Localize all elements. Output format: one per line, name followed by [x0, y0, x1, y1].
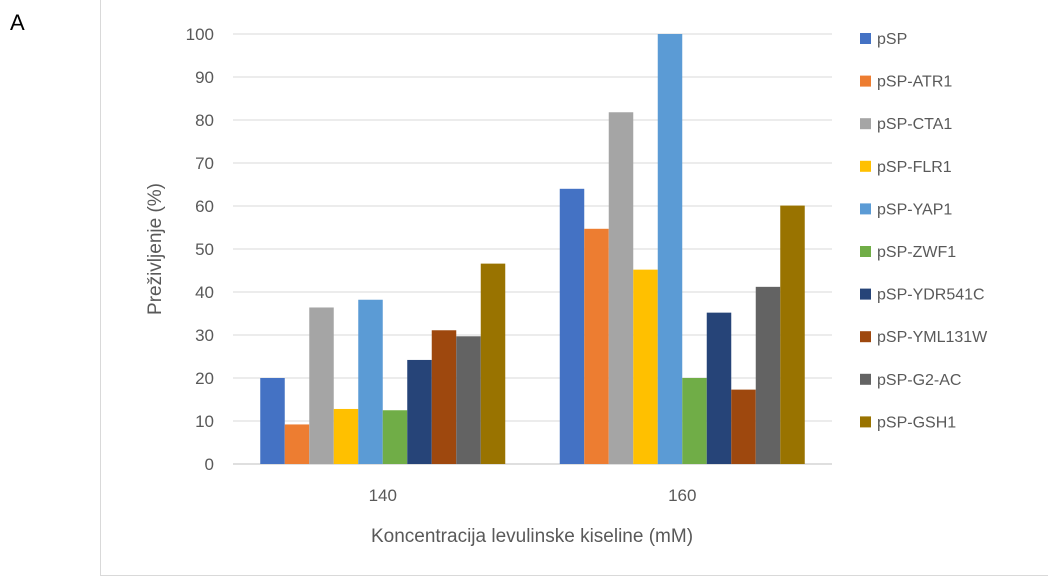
bar — [284, 424, 310, 464]
legend-swatch — [860, 75, 871, 87]
y-tick-label: 20 — [195, 369, 214, 388]
bar — [633, 269, 658, 464]
legend-label: pSP-YDR541C — [877, 287, 985, 304]
bar — [780, 205, 805, 464]
x-tick-labels: 140 160 — [369, 486, 697, 505]
y-tick-label: 40 — [195, 283, 214, 302]
y-tick-label: 10 — [195, 412, 214, 431]
x-tick-label: 160 — [668, 486, 696, 505]
legend-item: pSP-YML131W — [860, 329, 988, 346]
bar — [382, 410, 408, 464]
legend-item: pSP-ZWF1 — [860, 244, 956, 261]
y-tick-label: 50 — [195, 240, 214, 259]
legend-label: pSP-YAP1 — [877, 201, 952, 218]
bar — [731, 389, 756, 464]
y-tick-label: 30 — [195, 326, 214, 345]
y-tick-label: 90 — [195, 68, 214, 87]
panel-label: A — [10, 10, 25, 35]
legend-label: pSP-YML131W — [877, 329, 988, 346]
bars — [260, 34, 805, 465]
legend-swatch — [860, 416, 871, 428]
bar — [358, 299, 383, 464]
legend-item: pSP-GSH1 — [860, 414, 956, 431]
legend-swatch — [860, 288, 871, 300]
legend-item: pSP-G2-AC — [860, 372, 961, 389]
y-axis-title: Preživljenje (%) — [145, 183, 166, 315]
bar — [309, 307, 334, 464]
y-tick-label: 100 — [186, 25, 214, 44]
legend-label: pSP-G2-AC — [877, 372, 961, 389]
x-axis-title: Koncentracija levulinske kiseline (mM) — [371, 526, 693, 547]
legend-item: pSP-ATR1 — [860, 74, 952, 91]
bar — [456, 336, 481, 464]
legend-swatch — [860, 118, 871, 130]
bar — [260, 378, 285, 464]
bar — [431, 330, 457, 464]
chart-frame — [100, 0, 1048, 576]
legend: pSP pSP-ATR1 pSP-CTA1 pSP-FLR1 pSP-YAP1 pSP-Z… — [860, 31, 988, 431]
bar — [480, 263, 506, 464]
legend-label: pSP-FLR1 — [877, 159, 952, 176]
legend-swatch — [860, 203, 871, 215]
legend-label: pSP-ZWF1 — [877, 244, 956, 261]
legend-item: pSP-YAP1 — [860, 201, 952, 218]
legend-swatch — [860, 373, 871, 385]
y-tick-label: 60 — [195, 197, 214, 216]
legend-swatch — [860, 160, 871, 172]
bar — [682, 378, 707, 464]
y-tick-label: 80 — [195, 111, 214, 130]
bar — [584, 228, 609, 464]
legend-swatch — [860, 33, 871, 44]
bar — [706, 312, 732, 464]
legend-swatch — [860, 246, 871, 257]
legend-label: pSP-ATR1 — [877, 74, 952, 91]
bar — [559, 188, 585, 465]
legend-item: pSP — [860, 31, 907, 48]
x-tick-label: 140 — [369, 486, 397, 505]
bar — [608, 112, 634, 464]
legend-label: pSP — [877, 31, 907, 48]
y-tick-labels: 0 10 20 30 40 50 60 70 80 90 100 — [186, 25, 214, 474]
bar — [333, 408, 359, 464]
bar — [657, 34, 683, 464]
legend-item: pSP-YDR541C — [860, 287, 985, 304]
legend-label: pSP-CTA1 — [877, 116, 952, 133]
legend-swatch — [860, 331, 871, 343]
legend-item: pSP-FLR1 — [860, 159, 952, 176]
y-tick-label: 0 — [205, 455, 214, 474]
bar — [407, 359, 432, 464]
y-tick-label: 70 — [195, 154, 214, 173]
bar — [755, 286, 781, 464]
legend-item: pSP-CTA1 — [860, 116, 952, 133]
legend-label: pSP-GSH1 — [877, 414, 956, 431]
